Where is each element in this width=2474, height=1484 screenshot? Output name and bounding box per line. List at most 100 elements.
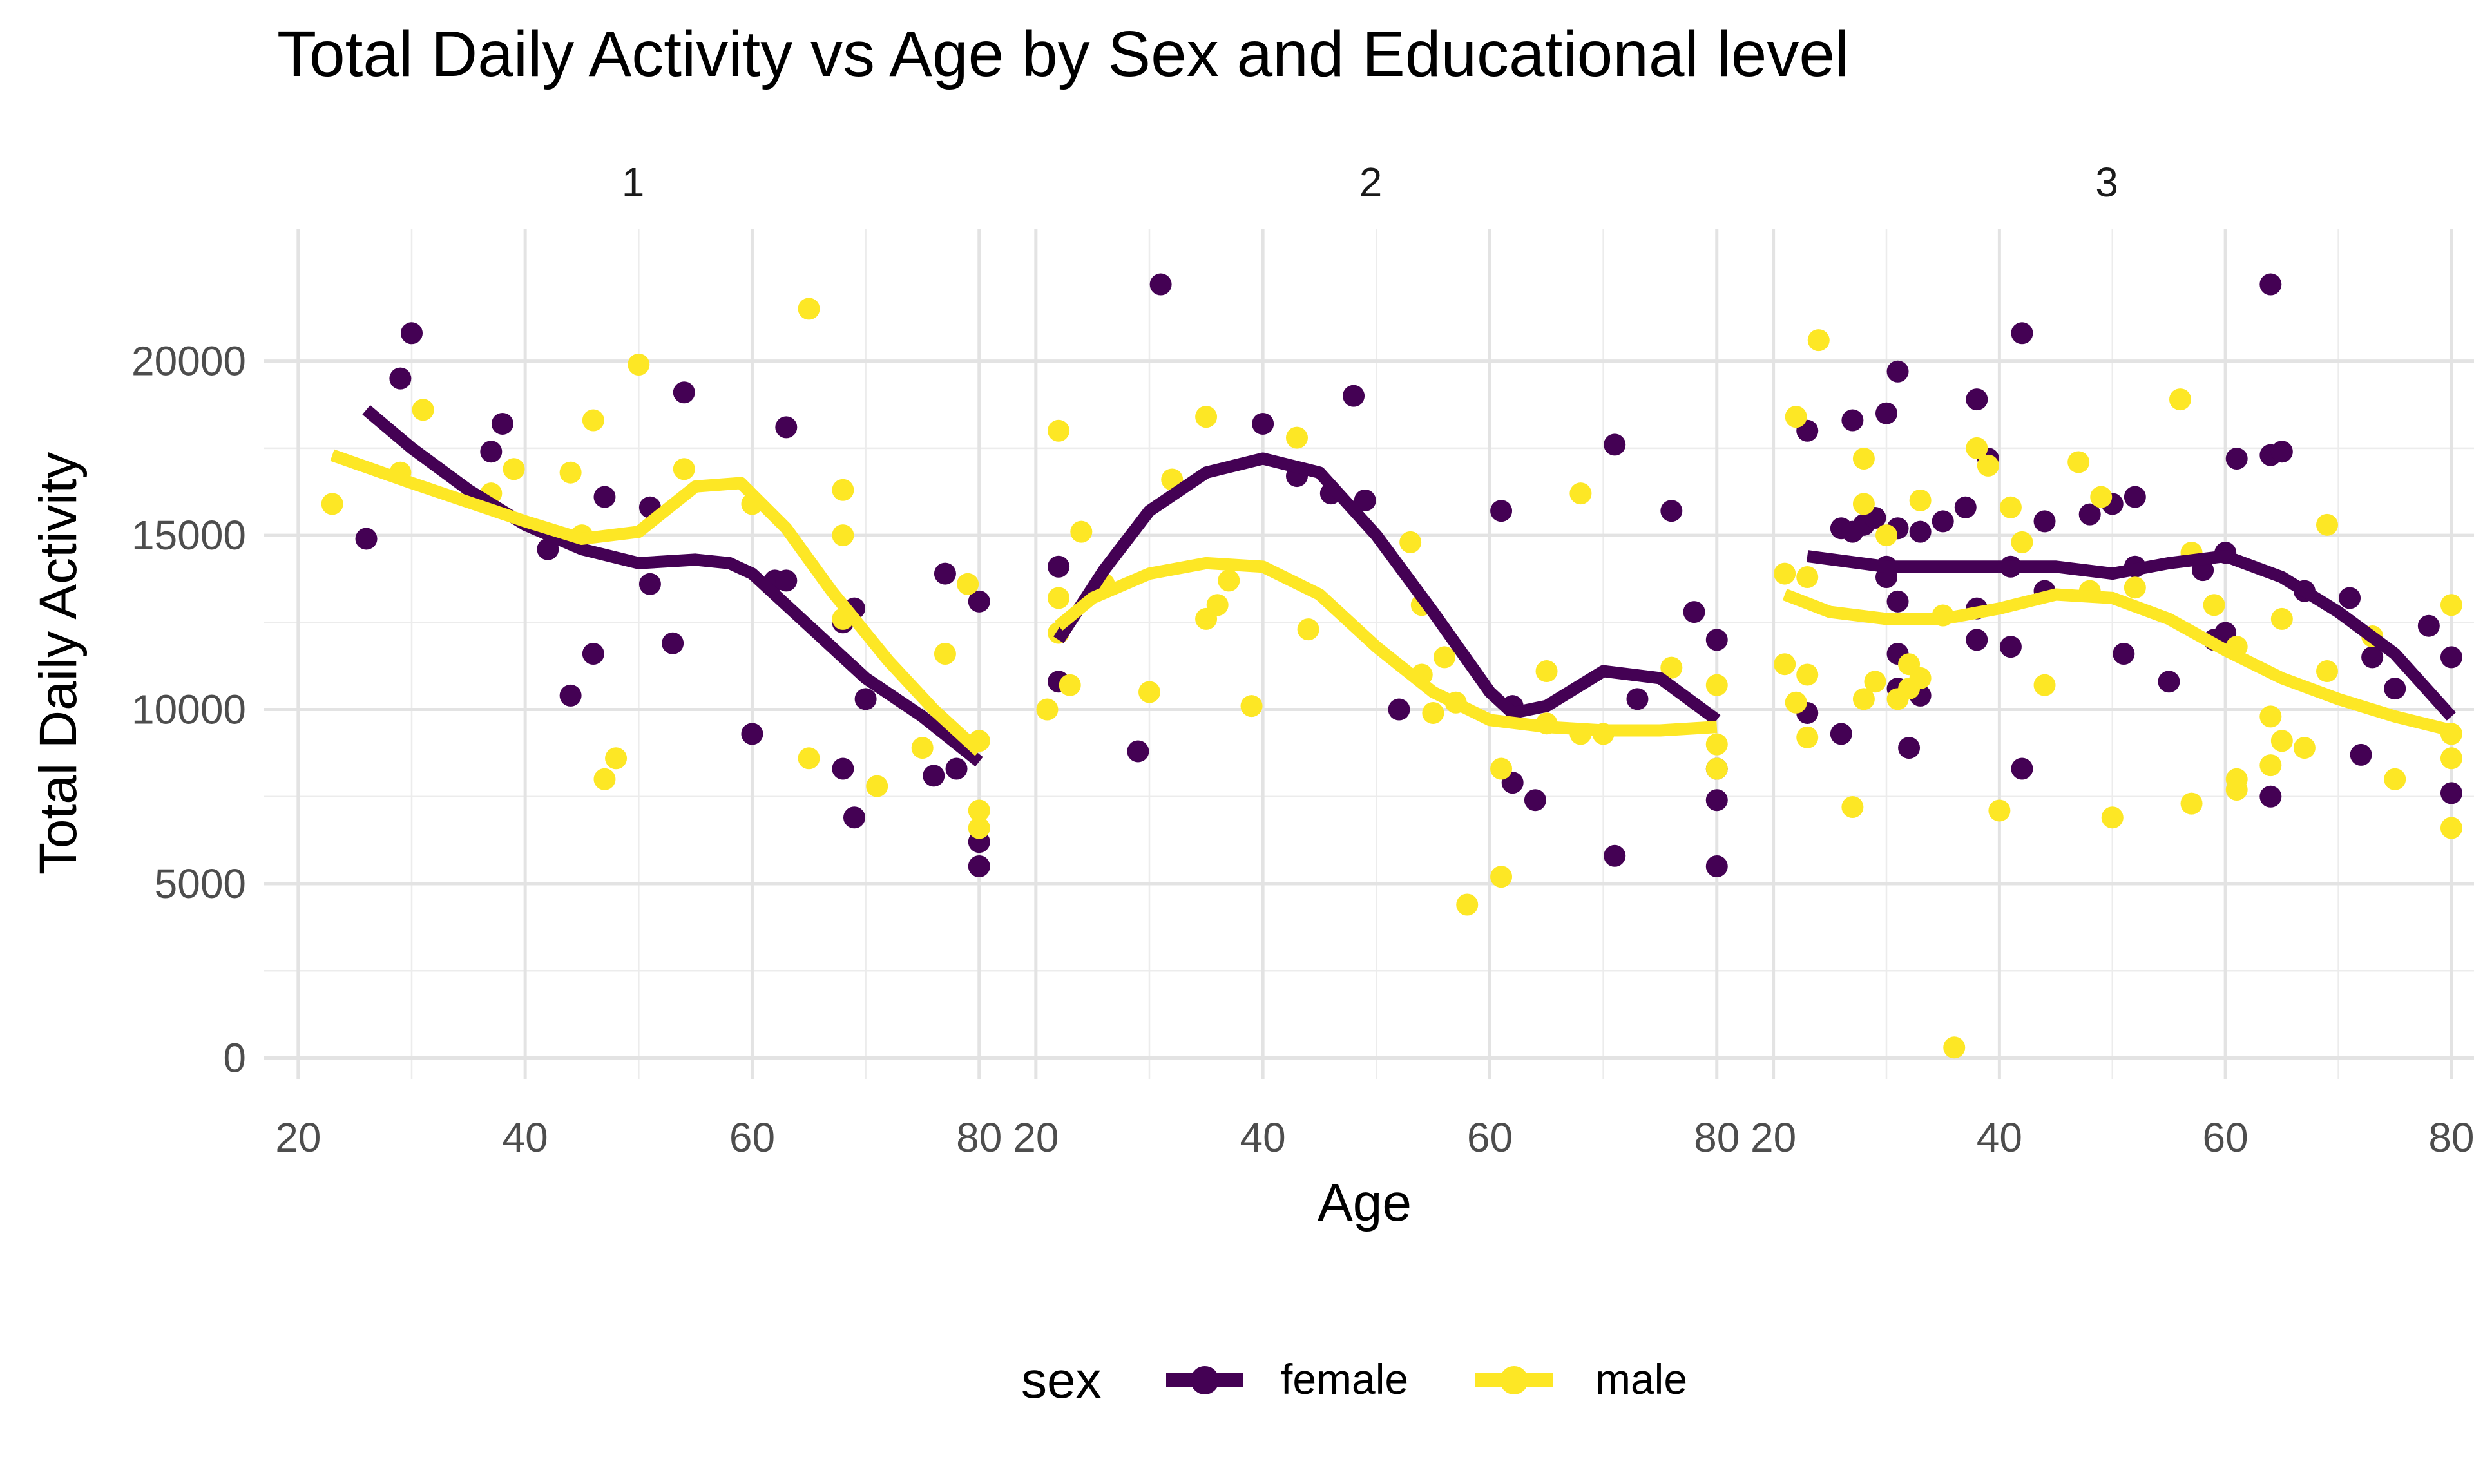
male-smooth-line — [1055, 556, 1718, 737]
male-point — [321, 493, 343, 515]
female-point — [2113, 643, 2135, 665]
male-point — [2384, 768, 2406, 790]
male-point — [2259, 705, 2282, 728]
male-point — [2440, 747, 2462, 770]
male-point — [1297, 618, 1319, 641]
legend-title: sex — [1021, 1351, 1102, 1409]
female-point — [1705, 789, 1728, 812]
male-smooth-line — [1782, 588, 2453, 737]
female-point — [1966, 629, 1988, 651]
male-point — [2270, 730, 2293, 752]
female-point — [1705, 855, 1728, 877]
y-tick-label: 20000 — [131, 338, 246, 385]
female-point — [1932, 510, 1954, 533]
male-point — [1456, 893, 1479, 916]
female-smooth-line — [1053, 452, 1721, 725]
male-point — [1988, 799, 2011, 822]
male-point — [1399, 531, 1422, 553]
male-point — [1977, 454, 1999, 477]
female-point — [843, 806, 865, 829]
x-tick-label: 80 — [1694, 1114, 1740, 1161]
x-tick-label: 20 — [1013, 1114, 1059, 1161]
female-point — [638, 573, 661, 595]
male-point — [2169, 388, 2191, 411]
legend-item-female: female — [1166, 1355, 1408, 1403]
male-point — [2270, 607, 2293, 630]
y-tick-label: 10000 — [131, 687, 246, 733]
male-point — [2180, 792, 2203, 815]
facet-panels: 1 20 40 60 80 0 5000 10000 15000 20000 2 20 40 60 80 3 2… — [131, 159, 2474, 1161]
y-axis-label: Total Daily Activity — [29, 452, 88, 875]
male-point — [2293, 737, 2316, 759]
female-point — [2259, 273, 2282, 296]
female-point — [2158, 671, 2180, 693]
female-point — [1343, 385, 1365, 407]
male-point — [798, 747, 820, 770]
male-point — [1286, 426, 1308, 449]
male-point — [798, 298, 820, 320]
y-tick-label: 0 — [223, 1035, 246, 1081]
female-point — [2270, 441, 2293, 463]
female-point — [1999, 636, 2022, 658]
x-tick-label: 60 — [2203, 1114, 2249, 1161]
female-point — [2440, 646, 2462, 669]
male-point — [1660, 656, 1683, 679]
male-point — [1240, 695, 1263, 718]
female-point — [741, 723, 763, 745]
male-point — [1138, 681, 1160, 703]
chart-title: Total Daily Activity vs Age by Sex and E… — [277, 18, 1849, 90]
female-point — [775, 569, 798, 592]
female-point — [968, 855, 990, 877]
female-point — [2078, 503, 2101, 526]
male-point — [1807, 329, 1830, 352]
male-point — [1705, 733, 1728, 756]
female-point — [2440, 782, 2462, 804]
female-point — [1705, 629, 1728, 651]
male-point — [1218, 569, 1240, 592]
male-point — [628, 353, 650, 376]
female-point — [1524, 789, 1546, 812]
female-point — [401, 322, 423, 345]
male-point — [593, 768, 616, 790]
male-point — [1048, 587, 1070, 609]
female-point — [559, 684, 582, 707]
male-point — [1434, 646, 1455, 669]
male-point — [2316, 660, 2338, 683]
female-point — [2011, 322, 2033, 345]
x-tick-label: 60 — [1467, 1114, 1513, 1161]
female-point — [2361, 646, 2384, 669]
female-point — [832, 757, 854, 780]
male-point — [866, 775, 888, 797]
female-point — [2225, 448, 2248, 470]
male-point — [1705, 757, 1728, 780]
male-point — [2440, 594, 2462, 616]
male-point — [1943, 1036, 1966, 1059]
male-point — [1852, 493, 1875, 515]
male-point — [1490, 866, 1513, 888]
male-point — [1852, 448, 1875, 470]
facet-label: 1 — [622, 159, 645, 205]
male-point — [1206, 594, 1229, 616]
x-tick-label: 80 — [2428, 1114, 2474, 1161]
female-point — [1683, 601, 1705, 623]
male-point — [2090, 486, 2113, 508]
female-point — [2384, 678, 2406, 700]
female-point — [480, 441, 503, 463]
male-point — [1796, 566, 1819, 588]
facet-label: 3 — [2095, 159, 2118, 205]
y-tick-label: 15000 — [131, 512, 246, 558]
female-point — [1886, 590, 1909, 613]
female-point — [945, 757, 968, 780]
female-point — [2417, 614, 2440, 637]
male-point — [1785, 691, 1807, 714]
male-point — [1796, 726, 1819, 748]
male-point — [2225, 778, 2248, 801]
female-point — [673, 381, 695, 404]
x-tick-label: 40 — [1240, 1114, 1286, 1161]
male-point — [1774, 653, 1796, 676]
female-point — [582, 643, 604, 665]
female-point — [1841, 409, 1864, 432]
male-point — [1852, 688, 1875, 710]
male-point — [1490, 757, 1513, 780]
male-point — [1966, 437, 1988, 459]
